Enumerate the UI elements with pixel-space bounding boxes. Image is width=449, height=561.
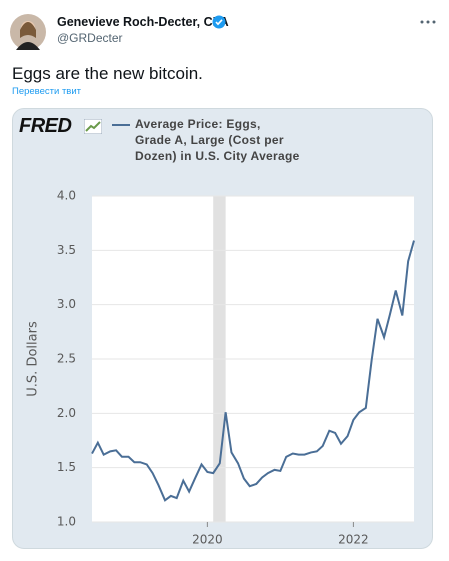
y-tick-label: 1.0 [57,515,76,529]
author-name[interactable]: Genevieve Roch-Decter, CFA [57,15,229,29]
y-tick-label: 1.5 [57,460,76,474]
verified-badge [212,15,226,29]
translate-link[interactable]: Перевести твит [12,86,82,97]
fred-logo: FRED [19,115,72,137]
y-tick-label: 2.5 [57,352,76,366]
x-tick-label: 2020 [192,533,223,547]
fred-icon [84,119,102,134]
data-line [91,240,415,502]
tweet-text: Eggs are the new bitcoin. [12,64,203,83]
y-axis-label: U.S. Dollars [26,321,41,397]
x-tick-label: 2022 [338,533,369,547]
author-handle[interactable]: @GRDecter [57,31,123,45]
y-tick-label: 3.0 [57,297,76,311]
y-tick-label: 3.5 [57,243,76,257]
y-tick-label: 4.0 [57,189,76,203]
more-button[interactable] [418,18,438,26]
y-tick-label: 2.0 [57,406,76,420]
avatar[interactable] [10,14,46,50]
legend-label: Average Price: Eggs, Grade A, Large (Cos… [135,117,300,163]
